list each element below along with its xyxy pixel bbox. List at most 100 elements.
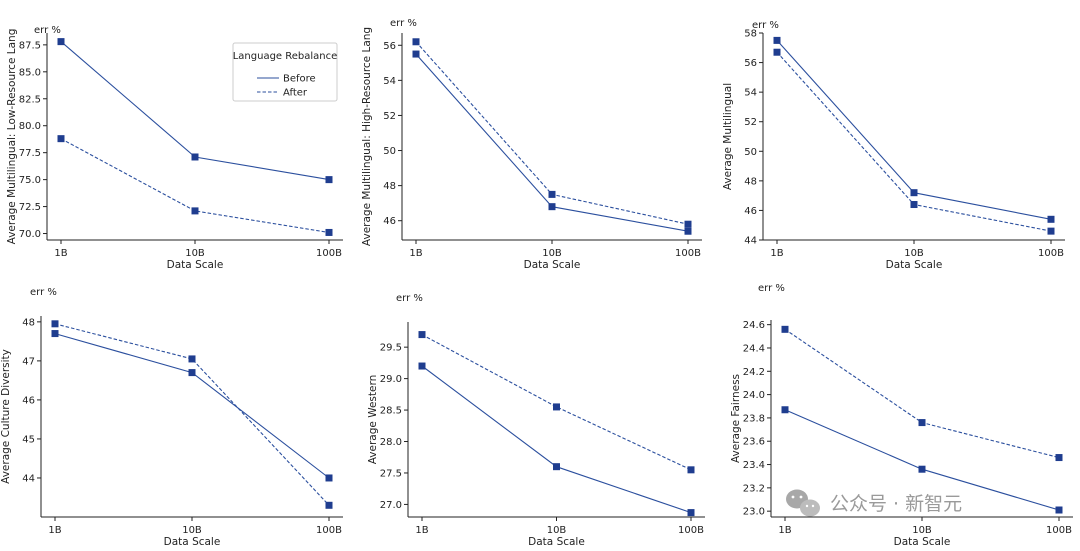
- unit-label: err %: [390, 18, 417, 29]
- data-point-after: [684, 220, 692, 228]
- y-tick-label: 70.0: [19, 229, 41, 240]
- data-point-before: [51, 330, 59, 338]
- y-tick-label: 23.6: [743, 437, 765, 448]
- data-point-after: [418, 331, 426, 339]
- x-tick-label: 1B: [409, 248, 422, 259]
- data-point-before: [918, 465, 926, 473]
- x-tick-label: 100B: [1046, 525, 1072, 536]
- y-tick-label: 45: [22, 434, 35, 445]
- unit-label: err %: [758, 283, 785, 294]
- data-point-after: [325, 501, 333, 509]
- x-tick-label: 100B: [1038, 248, 1064, 259]
- x-tick-label: 10B: [904, 248, 924, 259]
- x-tick-label: 10B: [912, 525, 932, 536]
- data-point-after: [191, 207, 199, 215]
- data-point-after: [325, 228, 333, 236]
- series-line-after: [54, 323, 330, 506]
- data-point-after: [1047, 227, 1055, 235]
- data-point-after: [412, 38, 420, 46]
- data-point-after: [188, 355, 196, 363]
- data-point-after: [1055, 454, 1063, 462]
- y-tick-label: 27.0: [380, 500, 402, 511]
- x-tick-label: 10B: [542, 248, 562, 259]
- y-tick-label: 28.5: [380, 406, 402, 417]
- chart-panel-3: 44 46 48 50 52 54 56 58 1B 10B 100B Data Scale Avera…: [722, 20, 1065, 271]
- y-tick-label: 46: [22, 395, 35, 406]
- series-line-before: [421, 365, 692, 514]
- watermark-text: 公众号 · 新智元: [830, 493, 962, 515]
- data-point-before: [684, 227, 692, 235]
- chart-panel-5: 27.0 27.5 28.0 28.5 29.0 29.5 1B 10B 100B Data Sc…: [367, 293, 705, 548]
- y-tick-label: 24.2: [743, 367, 765, 378]
- y-tick-label: 48: [22, 317, 35, 328]
- data-point-before: [191, 153, 199, 161]
- x-tick-label: 10B: [547, 525, 567, 536]
- y-tick-label: 23.8: [743, 413, 765, 424]
- data-point-before: [773, 36, 781, 44]
- series-line-after: [421, 334, 692, 471]
- y-tick-label: 87.5: [19, 40, 41, 51]
- y-tick-label: 82.5: [19, 94, 41, 105]
- series-line-after: [784, 328, 1060, 459]
- data-point-after: [553, 403, 560, 411]
- y-tick-label: 46: [744, 206, 757, 217]
- y-tick-label: 56: [744, 58, 757, 69]
- unit-label: err %: [396, 293, 423, 304]
- y-tick-label: 77.5: [19, 148, 41, 159]
- y-tick-label: 28.0: [380, 437, 402, 448]
- x-tick-label: 100B: [316, 248, 342, 259]
- y-tick-label: 24.4: [743, 343, 765, 354]
- x-axis-label: Data Scale: [167, 259, 224, 271]
- data-point-after: [918, 419, 926, 427]
- y-tick-label: 48: [744, 176, 757, 187]
- data-point-before: [418, 362, 426, 370]
- x-axis-label: Data Scale: [894, 536, 951, 548]
- chart-panel-1: 70.0 72.5 75.0 77.5 80.0 82.5 85.0 87.5 1B 10B 100…: [6, 25, 343, 271]
- watermark: 公众号 · 新智元: [786, 489, 962, 517]
- y-tick-label: 44: [22, 473, 35, 484]
- y-tick-label: 54: [383, 76, 396, 87]
- data-point-before: [548, 203, 556, 211]
- y-tick-label: 54: [744, 88, 757, 99]
- x-axis-label: Data Scale: [886, 259, 943, 271]
- wechat-icon: [786, 489, 820, 517]
- y-tick-label: 56: [383, 41, 396, 52]
- data-point-after: [910, 201, 918, 209]
- y-tick-label: 50: [744, 147, 757, 158]
- x-tick-label: 1B: [415, 525, 428, 536]
- x-tick-label: 100B: [678, 525, 704, 536]
- data-point-after: [548, 190, 556, 198]
- data-point-before: [325, 176, 333, 184]
- chart-panel-2: 46 48 50 52 54 56 1B 10B 100B Data Scale Average M…: [361, 18, 702, 271]
- x-axis-label: Data Scale: [528, 536, 585, 548]
- chart-panel-4: 44 45 46 47 48 1B 10B 100B Data Scale Average Cul…: [0, 287, 343, 548]
- x-tick-label: 1B: [48, 525, 61, 536]
- x-tick-label: 1B: [54, 248, 67, 259]
- x-axis-label: Data Scale: [524, 259, 581, 271]
- data-point-before: [910, 189, 918, 197]
- series-line-before: [54, 333, 330, 479]
- data-point-before: [57, 38, 65, 46]
- x-axis-label: Data Scale: [164, 536, 221, 548]
- data-point-before: [325, 474, 333, 482]
- y-tick-label: 85.0: [19, 67, 41, 78]
- data-point-before: [687, 509, 695, 517]
- y-tick-label: 46: [383, 216, 396, 227]
- y-tick-label: 52: [744, 117, 757, 128]
- y-axis-label: Average Culture Diversity: [0, 349, 12, 484]
- chart-panel-6: 23.0 23.2 23.4 23.6 23.8 24.0 24.2 24.4 24.6 1B 10…: [730, 283, 1073, 548]
- legend-box: [232, 42, 338, 102]
- data-point-after: [57, 135, 65, 143]
- data-point-before: [1047, 215, 1055, 223]
- unit-label: err %: [30, 287, 57, 298]
- y-tick-label: 75.0: [19, 175, 41, 186]
- legend-label-before: Before: [283, 74, 316, 85]
- y-axis-label: Average Fairness: [730, 374, 742, 463]
- y-tick-label: 44: [744, 236, 757, 247]
- data-point-before: [412, 50, 420, 58]
- x-tick-label: 100B: [316, 525, 342, 536]
- y-axis-label: Average Multilingual: Low-Resource Lang: [6, 29, 18, 245]
- data-point-before: [1055, 506, 1063, 514]
- y-axis-label: Average Multilingual: [722, 83, 734, 190]
